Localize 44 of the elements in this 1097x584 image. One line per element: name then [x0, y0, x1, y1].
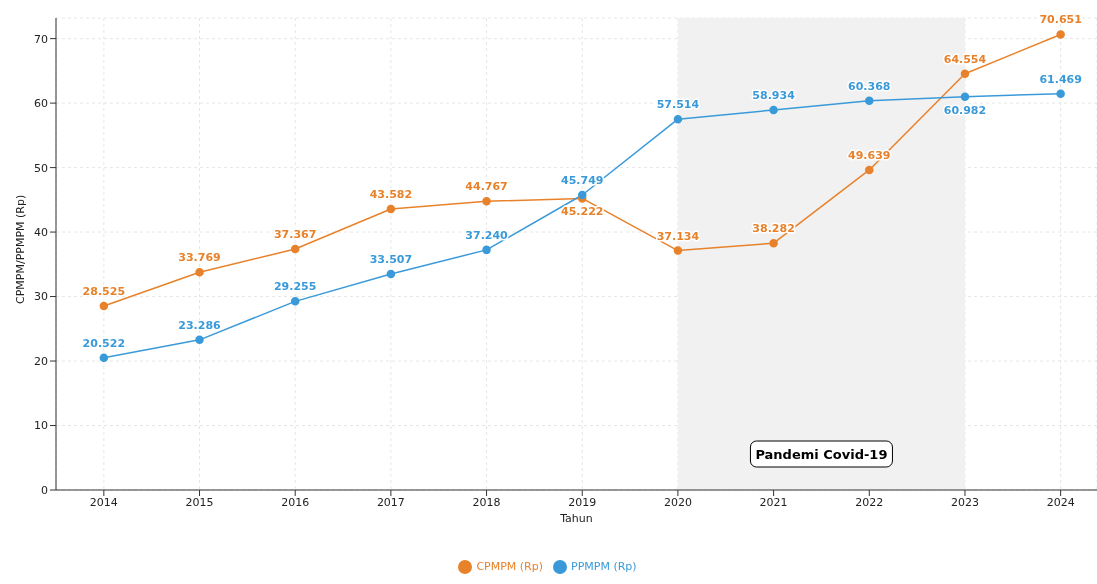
- x-tick-label: 2022: [855, 495, 884, 509]
- data-label: 37.240: [465, 228, 509, 242]
- data-label: 37.134: [656, 229, 700, 243]
- y-tick-label: 10: [34, 419, 48, 433]
- data-label: 33.507: [369, 252, 413, 266]
- y-tick-label: 20: [34, 354, 48, 368]
- x-tick-label: 2017: [376, 495, 405, 509]
- x-tick-label: 2024: [1046, 495, 1075, 509]
- x-tick-label: 2018: [472, 495, 501, 509]
- y-tick-label: 60: [34, 97, 48, 111]
- data-label: 29.255: [273, 280, 317, 294]
- data-label: 37.367: [273, 228, 317, 242]
- band-label: Pandemi Covid-19: [755, 447, 888, 462]
- data-label: 58.934: [752, 88, 796, 102]
- y-tick-label: 70: [34, 32, 48, 46]
- x-tick-label: 2016: [281, 495, 310, 509]
- x-tick-label: 2021: [759, 495, 788, 509]
- y-tick-label: 30: [34, 290, 48, 304]
- data-label: 23.286: [178, 318, 222, 332]
- y-axis-title: CPMPM/PPMPM (Rp): [13, 194, 27, 304]
- data-label: 64.554: [943, 52, 987, 66]
- data-label: 60.368: [848, 79, 891, 93]
- x-tick-label: 2014: [89, 495, 118, 509]
- data-label: 70.651: [1039, 13, 1082, 27]
- y-tick-label: 50: [34, 161, 48, 175]
- y-tick-label: 40: [34, 225, 48, 239]
- legend-label: PPMPM (Rp): [571, 560, 637, 573]
- x-tick-label: 2015: [185, 495, 214, 509]
- data-label: 20.522: [82, 336, 126, 350]
- data-label: 43.582: [369, 187, 413, 201]
- y-tick-label: 0: [41, 483, 48, 497]
- data-label: 57.514: [656, 98, 700, 112]
- data-label: 38.282: [752, 222, 795, 236]
- data-label: 33.769: [178, 251, 221, 265]
- data-label: 44.767: [465, 180, 508, 194]
- data-label: 60.982: [943, 103, 987, 117]
- data-label: 28.525: [82, 285, 126, 299]
- legend-label: CPMPM (Rp): [476, 560, 544, 573]
- x-tick-label: 2023: [950, 495, 979, 509]
- data-label: 61.469: [1039, 72, 1082, 86]
- x-axis-title: Tahun: [559, 512, 593, 525]
- x-tick-label: 2019: [568, 495, 597, 509]
- data-label: 45.222: [561, 205, 604, 219]
- x-tick-label: 2020: [663, 495, 692, 509]
